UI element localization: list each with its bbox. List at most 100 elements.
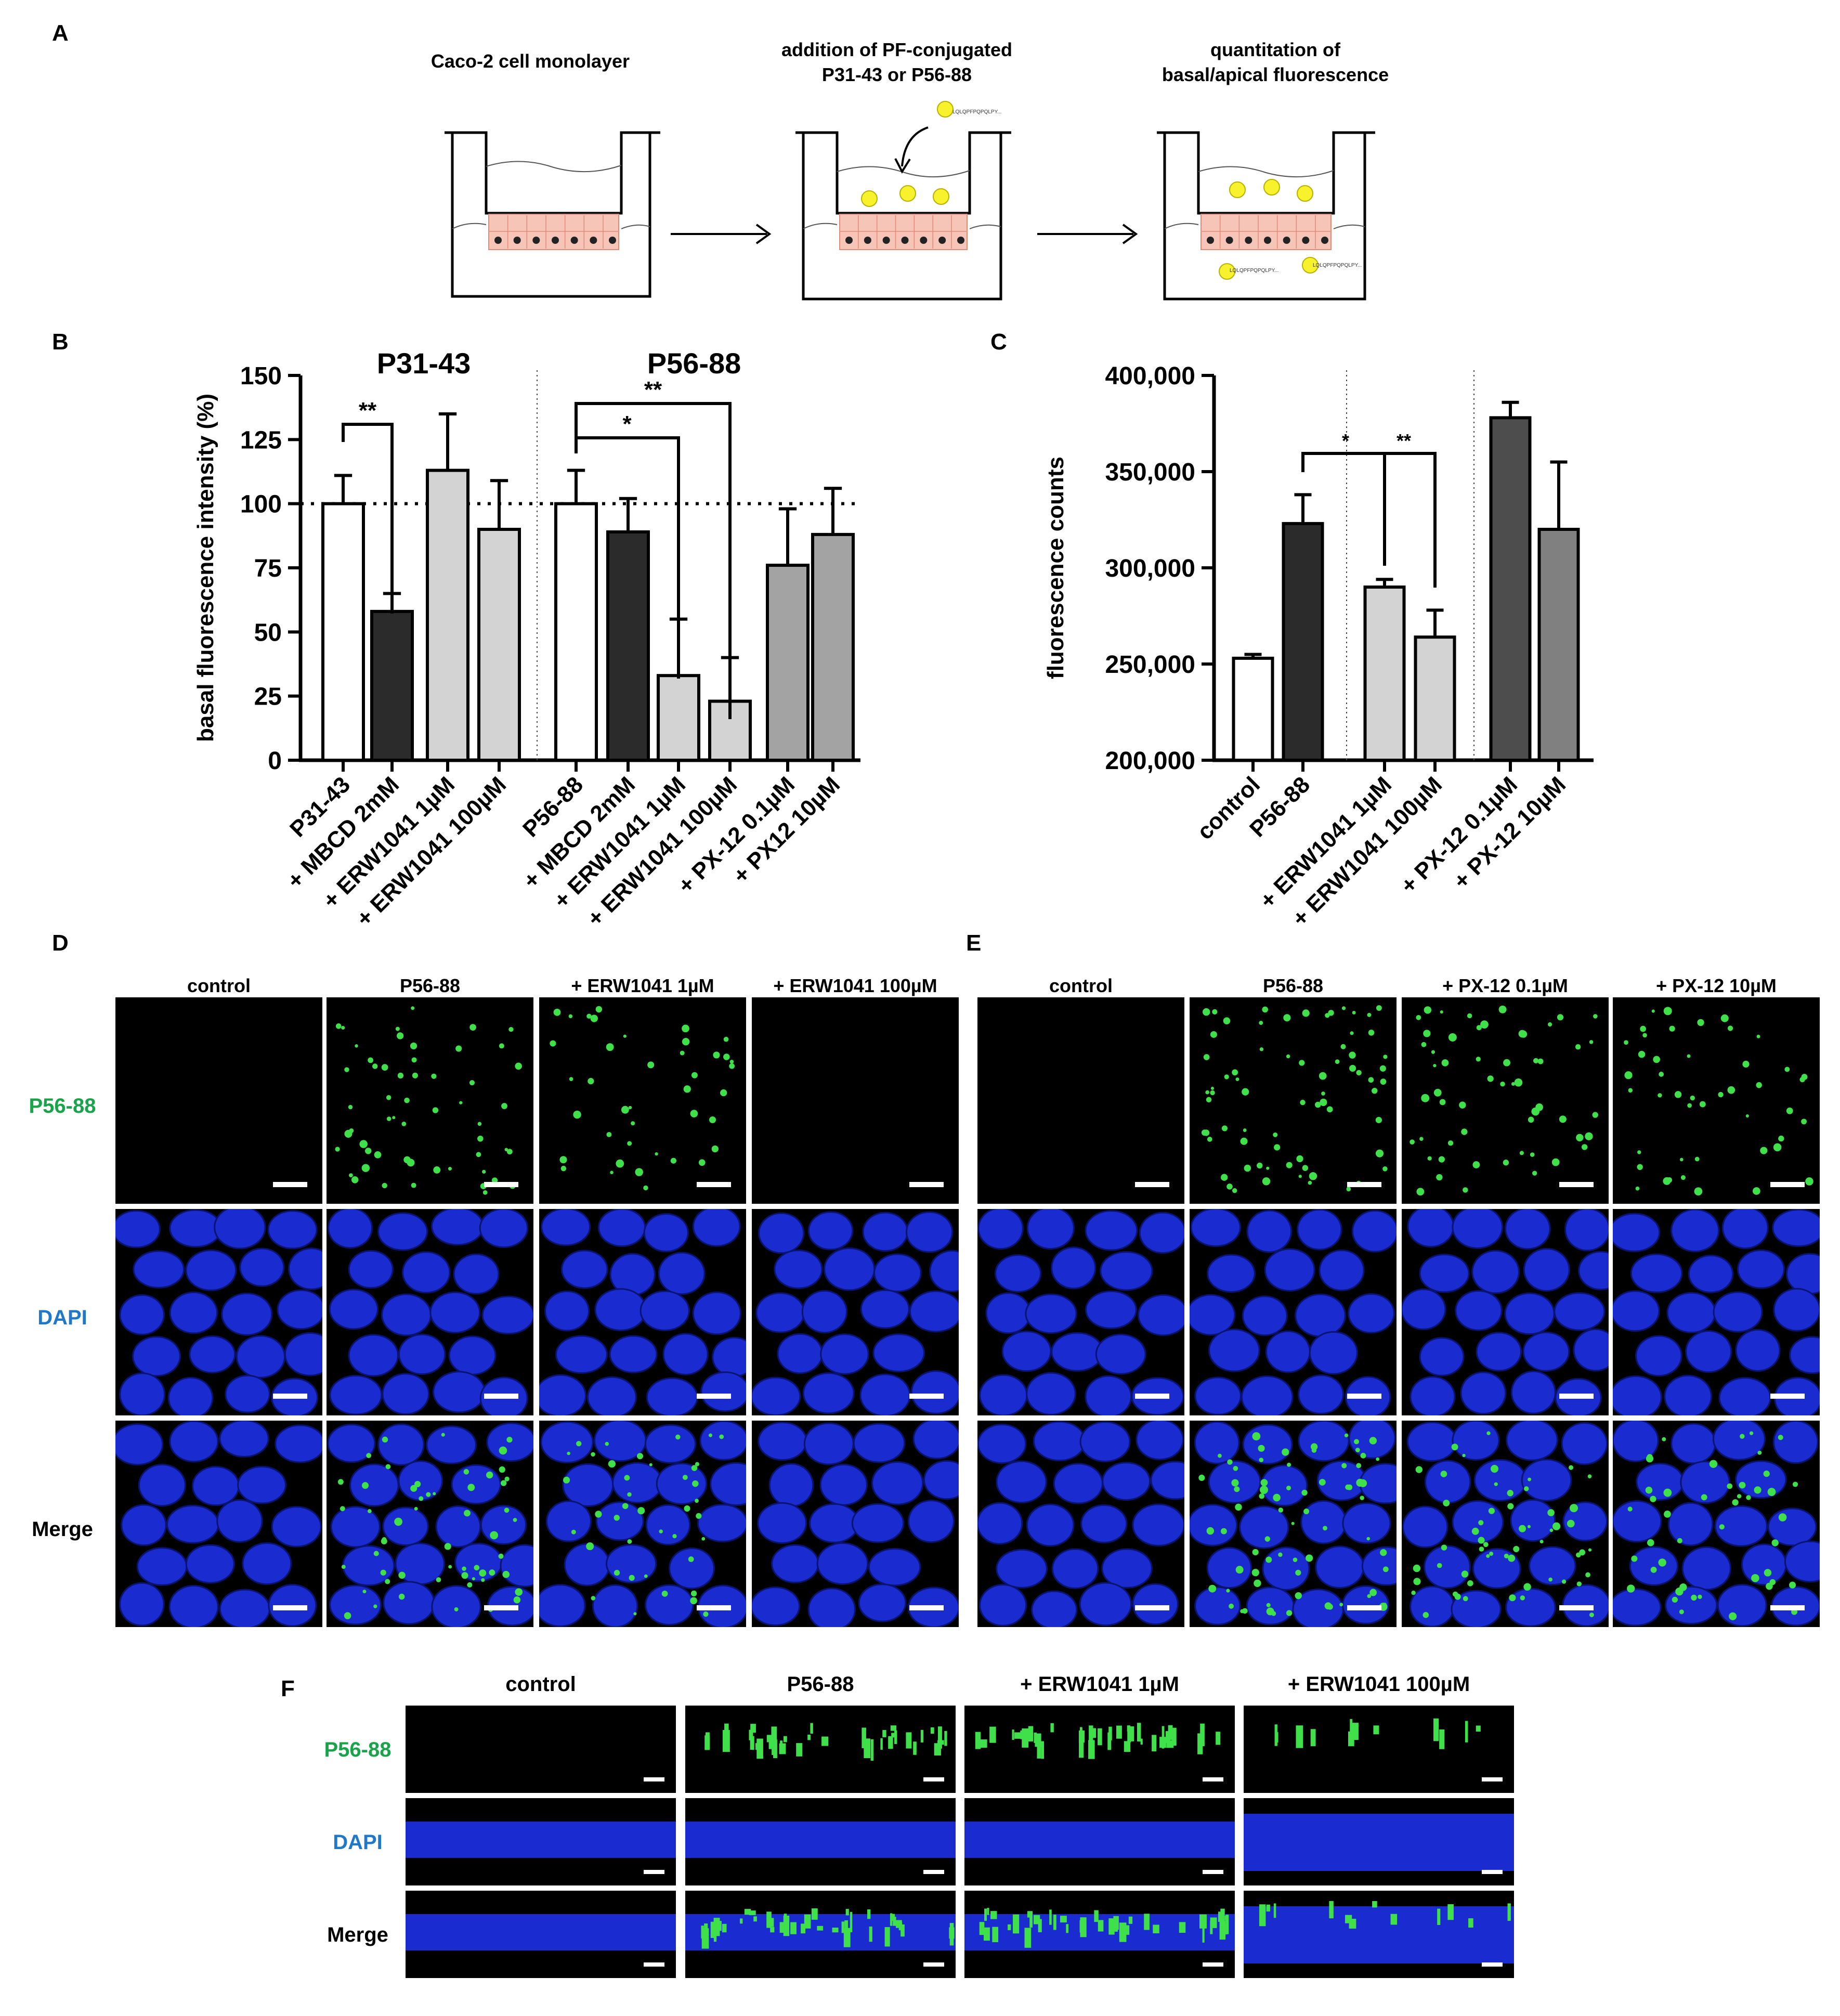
fluorescent-spot bbox=[1592, 1112, 1598, 1118]
fluorescent-spot bbox=[1729, 1612, 1737, 1620]
fluorescent-spot bbox=[1375, 1116, 1382, 1124]
scale-bar bbox=[909, 1182, 944, 1187]
nucleus bbox=[1455, 1290, 1503, 1331]
fluorescent-spot bbox=[419, 1496, 424, 1501]
nucleus bbox=[1295, 1293, 1346, 1337]
peptide-particle bbox=[937, 101, 954, 118]
cell-nucleus-dot bbox=[570, 237, 578, 244]
fluorescent-spot bbox=[605, 1441, 609, 1446]
fluorescent-signal bbox=[705, 1732, 710, 1738]
nucleus bbox=[807, 1588, 856, 1627]
fluorescent-spot bbox=[1286, 1486, 1291, 1491]
fluorescent-spot bbox=[1259, 1021, 1263, 1025]
fluorescent-spot bbox=[344, 1612, 351, 1620]
nucleus bbox=[481, 1295, 533, 1335]
fluorescent-spot bbox=[1576, 1581, 1582, 1586]
fluorescent-spot bbox=[1732, 1499, 1739, 1506]
cell-nucleus-dot bbox=[1245, 237, 1252, 244]
nucleus bbox=[1410, 1376, 1456, 1415]
nucleus bbox=[1613, 1588, 1662, 1627]
fluorescent-spot bbox=[482, 1169, 486, 1174]
tile-D-1-3 bbox=[752, 1209, 959, 1415]
fluorescent-spot bbox=[454, 1607, 459, 1611]
fluorescent-spot bbox=[647, 1061, 655, 1069]
tile-E-0-0 bbox=[977, 997, 1184, 1204]
fluorescent-spot bbox=[1447, 1140, 1454, 1146]
group-title-p31-43: P31-43 bbox=[377, 347, 471, 380]
nucleus bbox=[996, 1460, 1047, 1504]
fluorescent-spot bbox=[1300, 1099, 1306, 1105]
fluorescent-spot bbox=[1252, 1432, 1261, 1441]
fluorescent-spot bbox=[365, 1148, 372, 1154]
fluorescent-spot bbox=[1326, 1106, 1333, 1113]
fluorescent-spot bbox=[1421, 1094, 1430, 1102]
fluorescent-spot bbox=[1438, 1156, 1445, 1163]
fluorescent-spot bbox=[1488, 1507, 1495, 1514]
fluorescent-spot bbox=[1459, 1101, 1466, 1109]
fluorescent-spot bbox=[385, 1579, 390, 1584]
nucleus bbox=[564, 1543, 610, 1586]
fluorescent-spot bbox=[723, 1036, 729, 1042]
fluorescent-signal bbox=[1034, 1732, 1037, 1743]
nucleus bbox=[329, 1375, 383, 1415]
fluorescent-spot bbox=[1302, 1009, 1310, 1017]
fluorescent-spot bbox=[414, 1507, 418, 1511]
fluorescent-spot bbox=[1551, 1158, 1560, 1166]
fluorescent-spot bbox=[1627, 1584, 1635, 1593]
fluorescent-spot bbox=[1701, 1494, 1707, 1501]
y-tick-label: 350,000 bbox=[1105, 459, 1195, 486]
fluorescent-signal bbox=[821, 1736, 829, 1746]
fluorescent-spot bbox=[1513, 1546, 1520, 1553]
side-tile-1-0 bbox=[406, 1798, 676, 1885]
nucleus bbox=[1241, 1375, 1294, 1415]
fluorescent-spot bbox=[1339, 1603, 1343, 1607]
fluorescent-signal bbox=[783, 1915, 790, 1936]
nucleus bbox=[1685, 1330, 1732, 1373]
fluorescent-spot bbox=[1739, 1481, 1746, 1489]
fluorescent-spot bbox=[586, 1542, 594, 1551]
nucleus bbox=[169, 1209, 223, 1248]
fluorescent-spot bbox=[1349, 1051, 1356, 1059]
nucleus bbox=[1452, 1500, 1504, 1544]
fluorescent-spot bbox=[504, 1507, 510, 1513]
fluorescent-spot bbox=[1242, 1088, 1249, 1096]
nucleus bbox=[236, 1335, 286, 1378]
nuclear-layer bbox=[685, 1914, 956, 1950]
fluorescent-spot bbox=[1258, 1445, 1265, 1452]
nucleus bbox=[1734, 1460, 1787, 1499]
fluorescent-spot bbox=[1234, 1486, 1240, 1492]
fluorescent-spot bbox=[1352, 1011, 1356, 1014]
fluorescent-signal bbox=[1080, 1917, 1087, 1937]
fluorescent-spot bbox=[1664, 1511, 1671, 1518]
fluorescent-spot bbox=[1421, 1042, 1427, 1047]
fluorescent-spot bbox=[1440, 1010, 1443, 1014]
fluorescent-spot bbox=[1206, 1527, 1215, 1535]
nucleus bbox=[1053, 1463, 1104, 1504]
fluorescent-spot bbox=[1527, 1525, 1531, 1528]
fluorescent-signal bbox=[1008, 1924, 1011, 1930]
fluorescent-spot bbox=[1368, 1077, 1374, 1083]
fluorescent-spot bbox=[459, 1101, 463, 1104]
fluorescent-spot bbox=[382, 1436, 388, 1443]
nucleus bbox=[429, 1291, 481, 1334]
cell-nucleus-dot bbox=[920, 237, 928, 244]
fluorescent-spot bbox=[1581, 1144, 1588, 1150]
nucleus bbox=[219, 1589, 270, 1627]
fluorescent-signal bbox=[938, 1726, 942, 1749]
fluorescent-spot bbox=[1441, 1059, 1449, 1066]
fluorescent-spot bbox=[1467, 1580, 1473, 1586]
fluorescent-spot bbox=[1278, 1552, 1283, 1557]
fluorescent-signal bbox=[1091, 1728, 1097, 1738]
fluorescent-spot bbox=[1266, 1603, 1271, 1607]
fluorescent-spot bbox=[688, 1556, 694, 1562]
nucleus bbox=[977, 1209, 1024, 1250]
nucleus bbox=[329, 1584, 382, 1625]
fluorescent-signal bbox=[1310, 1729, 1316, 1747]
nucleus bbox=[1717, 1584, 1767, 1627]
fluorescent-spot bbox=[1585, 1572, 1590, 1578]
peptide-particles bbox=[861, 101, 1319, 280]
fluorescent-signal bbox=[801, 1923, 806, 1934]
fluorescent-spot bbox=[569, 1077, 573, 1081]
fluorescent-spot bbox=[1650, 1566, 1657, 1573]
fluorescent-spot bbox=[690, 1110, 698, 1117]
